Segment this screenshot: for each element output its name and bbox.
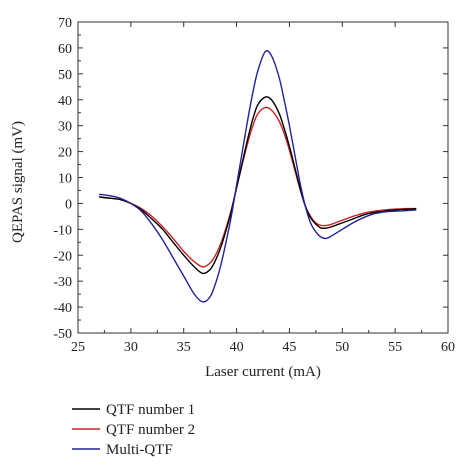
legend-label-qtf-number-2: QTF number 2 bbox=[106, 422, 195, 438]
y-tick-label: 50 bbox=[58, 68, 72, 83]
y-tick-label: -10 bbox=[53, 223, 72, 238]
series-line-multi-qtf bbox=[99, 50, 417, 303]
x-tick-label: 60 bbox=[441, 340, 455, 355]
y-tick-label: 20 bbox=[58, 146, 72, 161]
y-tick-label: -40 bbox=[53, 301, 72, 316]
y-tick-label: -20 bbox=[53, 249, 72, 264]
y-tick-label: 60 bbox=[58, 42, 72, 57]
y-tick-label: 10 bbox=[58, 172, 72, 187]
y-axis-ticks: -50 -40 -30 -20 -10 0 10 20 30 40 50 60 70 bbox=[53, 16, 448, 342]
x-tick-label: 35 bbox=[177, 340, 191, 355]
legend: QTF number 1 QTF number 2 Multi-QTF bbox=[72, 402, 195, 458]
legend-label-qtf-number-1: QTF number 1 bbox=[106, 402, 195, 418]
y-axis-label: QEPAS signal (mV) bbox=[10, 121, 26, 243]
x-axis-ticks: 25 30 35 40 45 50 55 60 bbox=[71, 22, 455, 355]
y-tick-label: 70 bbox=[58, 16, 72, 31]
x-tick-label: 50 bbox=[335, 340, 349, 355]
series-lines bbox=[99, 50, 417, 303]
legend-label-multi-qtf: Multi-QTF bbox=[106, 442, 173, 458]
x-tick-label: 55 bbox=[388, 340, 402, 355]
y-tick-label: 0 bbox=[65, 197, 72, 212]
y-tick-label: 30 bbox=[58, 120, 72, 135]
series-line-qtf-number-2 bbox=[99, 106, 417, 268]
x-tick-label: 25 bbox=[71, 340, 85, 355]
x-tick-label: 40 bbox=[230, 340, 244, 355]
plot-frame bbox=[77, 21, 449, 334]
x-axis-label: Laser current (mA) bbox=[205, 364, 321, 380]
x-tick-label: 30 bbox=[124, 340, 138, 355]
y-tick-label: 40 bbox=[58, 94, 72, 109]
series-line-qtf-number-1 bbox=[99, 96, 417, 275]
plot-border bbox=[77, 21, 449, 334]
y-tick-label: -50 bbox=[53, 327, 72, 342]
x-tick-label: 45 bbox=[282, 340, 296, 355]
y-tick-label: -30 bbox=[53, 275, 72, 290]
